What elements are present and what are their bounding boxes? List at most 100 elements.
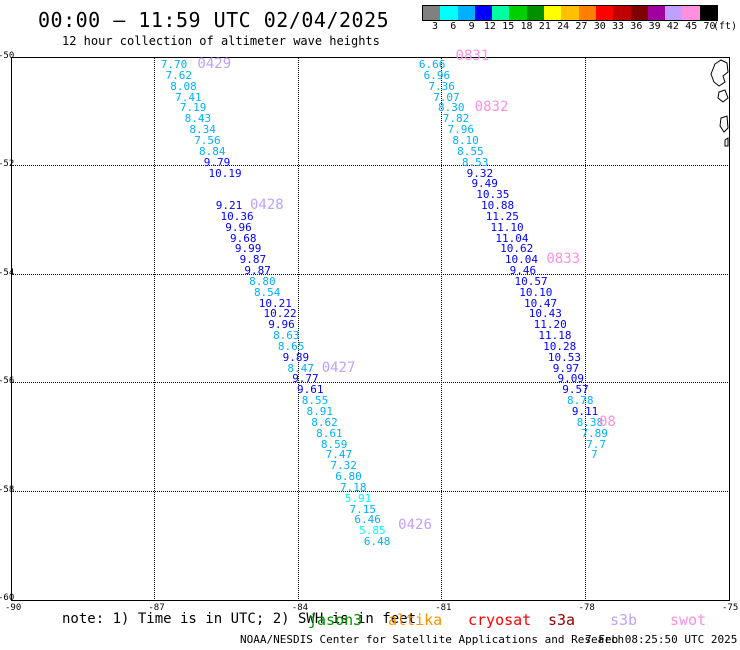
wave-height-value: 9.87 [239,253,267,267]
wave-height-value: 8.53 [461,155,489,169]
scale-swatch [682,6,700,20]
footer-note: note: 1) Time is in UTC; 2) SWH is in fe… [62,611,417,627]
wave-height-value: 5.91 [344,491,372,505]
latitude-label: -58 [0,484,15,495]
meridian-line [297,57,299,599]
wave-height-value: 8.84 [198,144,226,158]
scale-swatch [595,6,614,20]
pass-time-label: 0833 [546,251,581,268]
wave-height-value: 9.21 [215,199,243,213]
pass-time-label: 08 [598,413,616,430]
wave-height-value: 7.41 [175,90,202,104]
coastline-outline [710,59,729,147]
parallel-line [11,273,728,275]
wave-height-value: 9.11 [571,405,599,418]
scale-swatch [699,6,718,20]
scale-swatch [578,6,596,20]
wave-height-value: 9.89 [282,350,310,364]
wave-height-value: 10.36 [220,209,254,223]
color-scale-bar [422,5,719,21]
wave-height-value: 9.96 [268,318,295,332]
pass-time-label: 0429 [197,56,232,73]
longitude-label: -78 [578,603,595,613]
scale-swatch [492,6,510,20]
pass-time-label: 0832 [474,99,509,116]
wave-height-value: 8.80 [249,274,276,288]
wave-height-value: 6.46 [354,513,381,527]
wave-height-value: 8.38 [576,415,604,429]
scale-tick-label: 6 [450,21,457,32]
pass-time-label: 0831 [455,48,490,64]
satellite-label-jason3: jason3 [308,611,363,629]
wave-height-value: 8.34 [189,123,216,137]
wave-height-value: 7.07 [433,90,460,104]
scale-tick-label: 39 [648,21,661,32]
wave-height-value: 10.88 [481,199,515,213]
wave-height-value: 11.10 [490,220,524,234]
wave-height-value: 9.57 [562,383,589,397]
wave-height-value: 10.43 [528,307,562,321]
meridian-line [584,57,586,599]
wave-height-value: 7.62 [165,68,193,82]
wave-height-value: 10.04 [504,253,539,267]
wave-height-value: 7.82 [442,112,470,126]
longitude-label: -75 [722,603,739,613]
wave-height-value: 10.53 [547,350,582,364]
parallel-line [11,382,728,384]
wave-height-value: 9.97 [552,361,580,375]
satellite-label-swot: swot [670,611,707,629]
scale-swatch [440,6,458,20]
wave-height-value: 9.96 [225,220,252,234]
wave-height-value: 8.91 [306,405,334,418]
wave-height-value: 8.62 [311,415,338,429]
scale-tick-label: 42 [666,21,679,32]
satellite-label-s3b: s3b [610,611,638,629]
wave-height-value: 7 [590,448,598,462]
wave-height-value: 10.10 [519,285,553,299]
longitude-label: -81 [435,603,452,613]
wave-height-value: 9.68 [230,231,257,245]
map-plot-area [11,57,730,601]
wave-height-value: 7.18 [339,480,367,494]
scale-tick-label: 36 [630,21,643,32]
scale-tick-label: 3 [432,21,439,32]
wave-height-value: 7.7 [586,437,607,451]
scale-tick-label: 15 [502,21,515,32]
scale-swatch [665,6,683,20]
latitude-label: -56 [0,376,15,387]
wave-height-value: 6.96 [423,68,451,82]
longitude-label: -87 [148,603,165,613]
scale-tick-label: 27 [575,21,588,32]
latitude-label: -52 [0,159,15,170]
page-title: 00:00 — 11:59 UTC 02/04/2025 [38,8,390,32]
wave-height-value: 7.47 [325,448,353,462]
wave-height-value: 8.08 [170,79,197,93]
wave-height-value: 9.77 [292,372,319,386]
scale-swatch [613,6,631,20]
scale-tick-label: 24 [557,21,570,32]
scale-swatch [544,6,562,20]
wave-height-value: 8.47 [287,361,314,375]
scale-swatch [509,6,527,20]
satellite-label-cryosat: cryosat [468,611,532,629]
scale-tick-label: 18 [520,21,533,32]
wave-height-value: 8.63 [273,329,300,343]
wave-height-value: 7.70 [160,58,188,72]
wave-height-value: 8.30 [437,101,465,115]
wave-height-value: 8.55 [457,144,484,158]
scale-tick-label: 33 [612,21,625,32]
scale-tick-label: 21 [538,21,551,32]
scale-tick-label: 9 [468,21,475,32]
wave-height-value: 11.20 [533,318,567,332]
wave-height-value: 8.78 [567,394,594,408]
scale-swatch [423,6,441,20]
scale-tick-label: 45 [685,21,698,32]
scale-swatch [647,6,666,20]
parallel-line [11,490,728,492]
credit-line: NOAA/NESDIS Center for Satellite Applica… [240,633,625,646]
scale-tick-label: 30 [593,21,606,32]
satellite-label-altika: altika [388,611,443,629]
wave-height-value: 9.09 [557,372,584,386]
wave-height-value: 8.55 [301,394,329,408]
generated-timestamp: 7 Feb 08:25:50 UTC 2025 [585,633,738,646]
